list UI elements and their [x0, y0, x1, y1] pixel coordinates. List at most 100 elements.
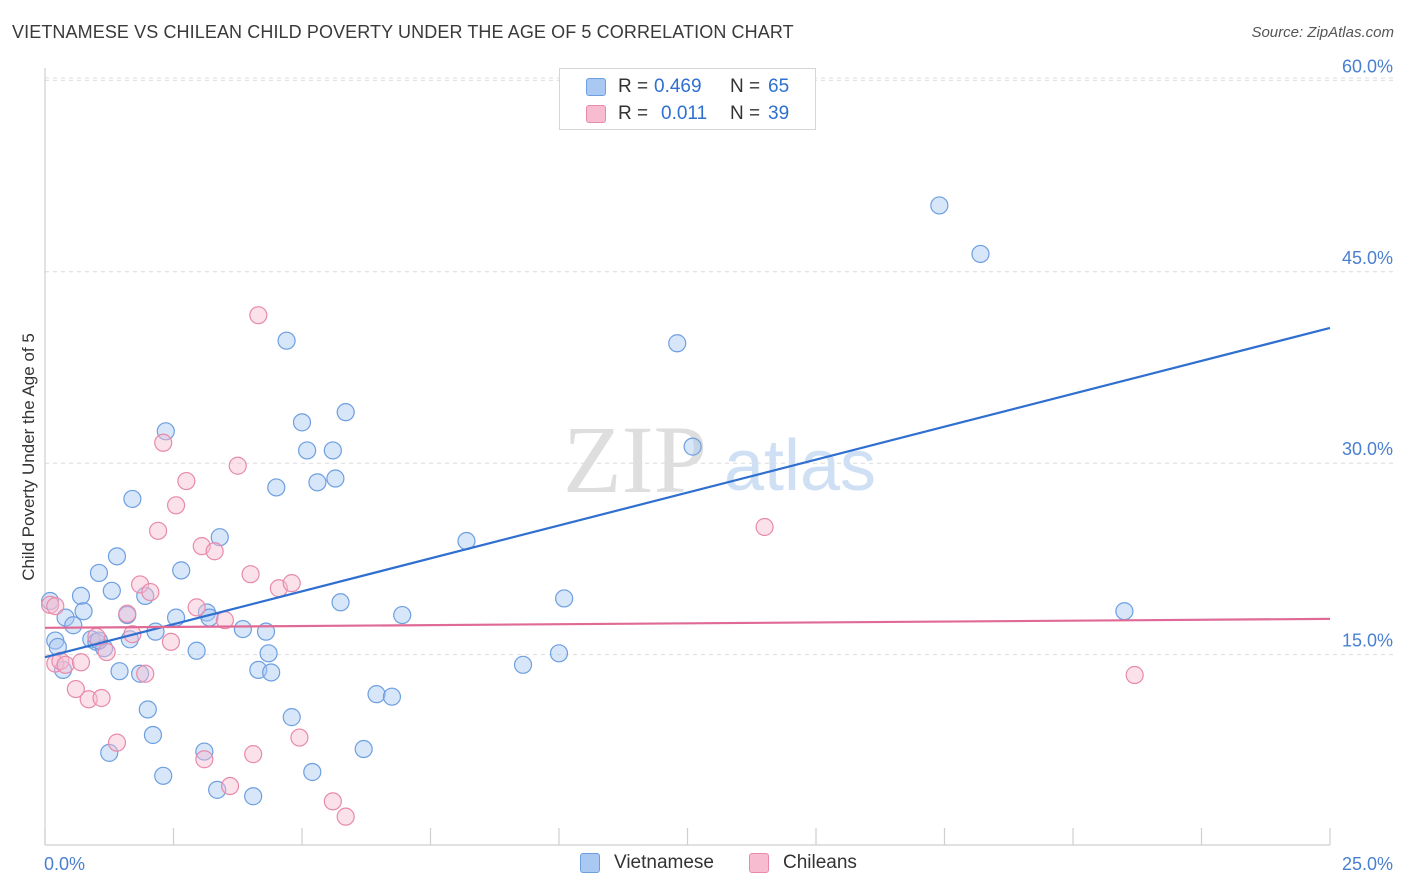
vietnamese-point — [146, 622, 165, 641]
chileans-point — [46, 597, 65, 616]
y-tick-label: 15.0% — [1342, 631, 1393, 651]
vietnamese-trend-line — [44, 326, 1331, 659]
chileans-point — [130, 575, 150, 594]
bottom-legend-swatch-blue — [580, 853, 600, 873]
chileans-point — [1125, 665, 1144, 685]
vietnamese-point — [64, 616, 83, 635]
legend-swatch-blue — [586, 78, 606, 96]
vietnamese-point — [323, 441, 342, 460]
chileans-point — [136, 664, 155, 683]
vietnamese-point — [393, 605, 412, 625]
vietnamese-point — [233, 619, 252, 639]
vietnamese-point — [56, 608, 75, 627]
legend-n-value: 39 — [768, 103, 790, 124]
vietnamese-point — [513, 655, 533, 674]
vietnamese-point — [382, 687, 402, 706]
vietnamese-point — [187, 641, 206, 660]
vietnamese-point — [668, 334, 687, 353]
chileans-point — [220, 776, 240, 796]
vietnamese-point — [1115, 602, 1134, 621]
vietnamese-point — [277, 331, 296, 350]
vietnamese-point — [110, 662, 129, 681]
chileans-point — [92, 688, 111, 708]
chart-source: Source: ZipAtlas.com — [1251, 24, 1394, 41]
chileans-point — [148, 521, 168, 540]
legend-n-value: 65 — [768, 76, 790, 97]
trend-lines — [44, 326, 1331, 659]
vietnamese-point — [102, 581, 121, 600]
vietnamese-point — [138, 700, 157, 719]
vietnamese-point — [326, 469, 345, 488]
bottom-legend-label: Chileans — [783, 852, 857, 873]
vietnamese-point — [298, 441, 317, 460]
chileans-point — [141, 582, 160, 602]
vietnamese-point — [100, 743, 119, 762]
vietnamese-point — [172, 561, 191, 580]
legend-n-label: N = — [730, 103, 761, 124]
vietnamese-point — [308, 473, 327, 492]
legend-n-label: N = — [730, 76, 761, 97]
vietnamese-point — [259, 644, 278, 663]
chileans-point — [161, 632, 181, 651]
legend-r-value: 0.469 — [654, 76, 702, 97]
vietnamese-point — [130, 664, 150, 683]
y-axis-title: Child Poverty Under the Age of 5 — [19, 333, 38, 581]
chileans-point — [177, 471, 196, 491]
vietnamese-point — [971, 244, 990, 264]
vietnamese-point — [210, 528, 229, 547]
chileans-point — [323, 792, 342, 811]
chileans-point — [290, 728, 309, 747]
chileans-point — [154, 433, 173, 452]
vietnamese-point — [244, 787, 263, 806]
vietnamese-point — [107, 547, 127, 566]
chileans-point — [187, 598, 206, 617]
vietnamese-point — [683, 437, 702, 456]
chileans-point — [56, 655, 75, 674]
vietnamese-point — [262, 663, 281, 682]
chileans-point — [228, 456, 247, 475]
legend: R = 0.469 N = 65 R = 0.011 N = 39 — [559, 68, 816, 130]
vietnamese-point — [292, 413, 312, 432]
vietnamese-point — [74, 602, 93, 621]
x-tick-label: 25.0% — [1342, 854, 1393, 874]
vietnamese-point — [930, 196, 949, 215]
chileans-point — [97, 642, 116, 662]
tick-labels: 15.0% 30.0% 45.0% 60.0% 0.0% 25.0% — [44, 56, 1393, 874]
axes — [44, 68, 1331, 846]
chileans-point — [244, 745, 263, 764]
y-tick-label: 45.0% — [1342, 248, 1393, 268]
chileans-point — [118, 604, 137, 623]
chileans-point — [195, 750, 214, 769]
legend-r-label: R = — [618, 76, 649, 97]
vietnamese-point — [555, 589, 574, 608]
y-tick-label: 60.0% — [1342, 56, 1393, 76]
vietnamese-point — [71, 586, 91, 606]
vietnamese-point — [331, 593, 350, 612]
chileans-point — [107, 733, 127, 752]
vietnamese-point — [267, 478, 286, 497]
legend-r-label: R = — [618, 103, 649, 124]
chileans-point — [241, 565, 260, 584]
vietnamese-point — [154, 766, 173, 785]
vietnamese-point — [336, 403, 355, 422]
vietnamese-point — [195, 742, 214, 761]
chileans-point — [755, 517, 774, 537]
bottom-legend-label: Vietnamese — [614, 852, 714, 873]
vietnamese-point — [123, 489, 142, 509]
vietnamese-point — [367, 685, 386, 704]
vietnamese-point — [41, 591, 60, 611]
chileans-point — [71, 653, 91, 672]
chileans-point — [249, 306, 268, 325]
x-tick-label: 0.0% — [44, 854, 85, 874]
vietnamese-point — [89, 563, 109, 583]
chileans-trend-line — [44, 617, 1331, 629]
chileans-point — [205, 542, 224, 561]
legend-r-value: 0.011 — [661, 103, 708, 124]
watermark-zip: ZIP — [563, 406, 707, 513]
vietnamese-point — [303, 762, 322, 782]
watermark-atlas: atlas — [724, 426, 876, 506]
chart-title: VIETNAMESE VS CHILEAN CHILD POVERTY UNDE… — [12, 22, 794, 42]
chileans-point — [166, 496, 186, 515]
bottom-legend-swatch-pink — [749, 853, 769, 873]
